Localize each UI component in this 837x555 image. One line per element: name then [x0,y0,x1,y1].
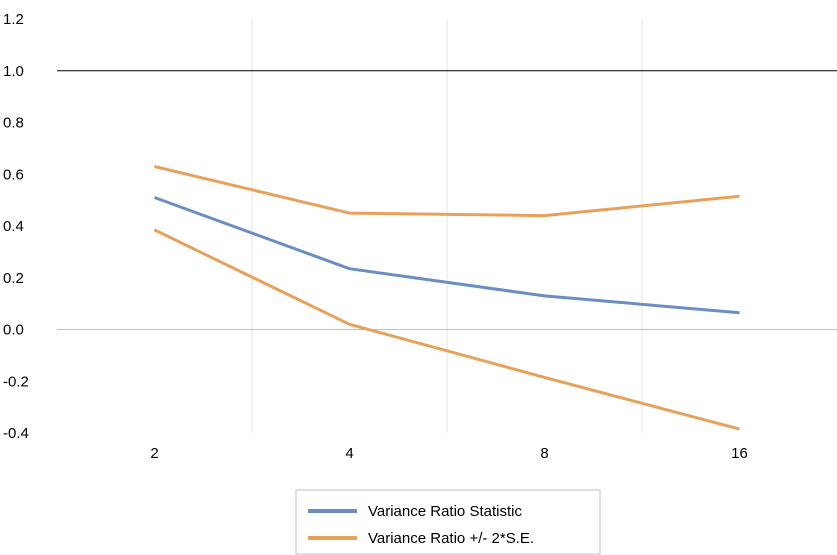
legend-label-variance-ratio-se: Variance Ratio +/- 2*S.E. [368,530,534,547]
series-line-0 [153,196,740,315]
y-tick-label: 0.4 [3,218,24,235]
x-axis-ticks: 2 4 8 16 [150,445,748,462]
reference-lines [57,70,837,330]
y-tick-label: -0.2 [3,373,29,390]
y-tick-label: 0.0 [3,322,24,339]
series-layer [153,165,740,431]
legend: Variance Ratio Statistic Variance Ratio … [295,489,601,555]
x-tick-label: 16 [731,445,748,462]
legend-label-variance-ratio-statistic: Variance Ratio Statistic [368,503,522,520]
x-tick-label: 8 [540,445,548,462]
y-tick-label: 0.6 [3,166,24,183]
grid-layer [251,19,643,433]
x-tick-label: 4 [345,445,353,462]
x-tick-label: 2 [150,445,158,462]
series-line-2 [153,228,740,431]
y-tick-label: -0.4 [3,425,29,442]
y-tick-label: 0.2 [3,270,24,287]
y-tick-label: 1.2 [3,11,24,28]
y-tick-label: 1.0 [3,63,24,80]
series-line-1 [154,165,740,218]
legend-box [295,489,601,555]
y-tick-label: 0.8 [3,115,24,132]
y-axis-ticks: 1.2 1.0 0.8 0.6 0.4 0.2 0.0 -0.2 -0.4 [3,11,29,442]
